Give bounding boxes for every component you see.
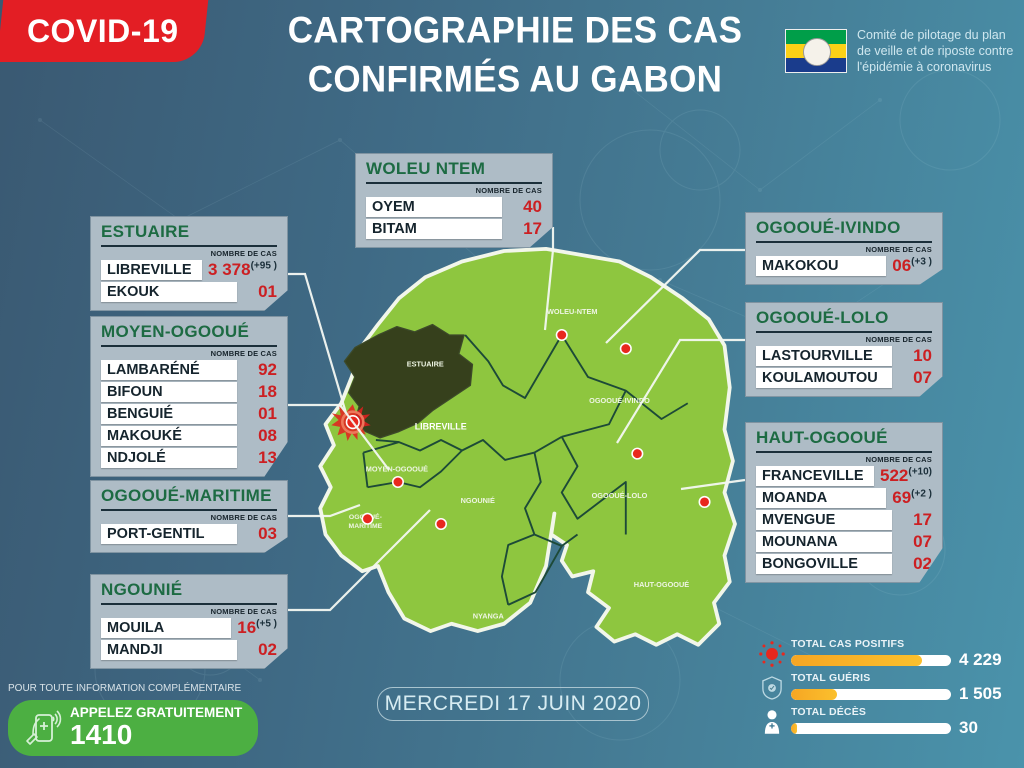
svg-text:NYANGA: NYANGA: [473, 612, 505, 621]
svg-text:NGOUNIÉ: NGOUNIÉ: [461, 496, 495, 505]
svg-text:WOLEU-NTEM: WOLEU-NTEM: [547, 307, 597, 316]
svg-text:OGOOUÉ-IVINDO: OGOOUÉ-IVINDO: [589, 396, 650, 405]
svg-text:MOYEN-OGOOUÉ: MOYEN-OGOOUÉ: [366, 465, 428, 474]
svg-text:HAUT-OGOOUÉ: HAUT-OGOOUÉ: [634, 580, 689, 589]
svg-text:LIBREVILLE: LIBREVILLE: [415, 422, 467, 432]
svg-text:OGOOUÉ-LOLO: OGOOUÉ-LOLO: [592, 491, 648, 500]
svg-text:ESTUAIRE: ESTUAIRE: [407, 360, 444, 369]
